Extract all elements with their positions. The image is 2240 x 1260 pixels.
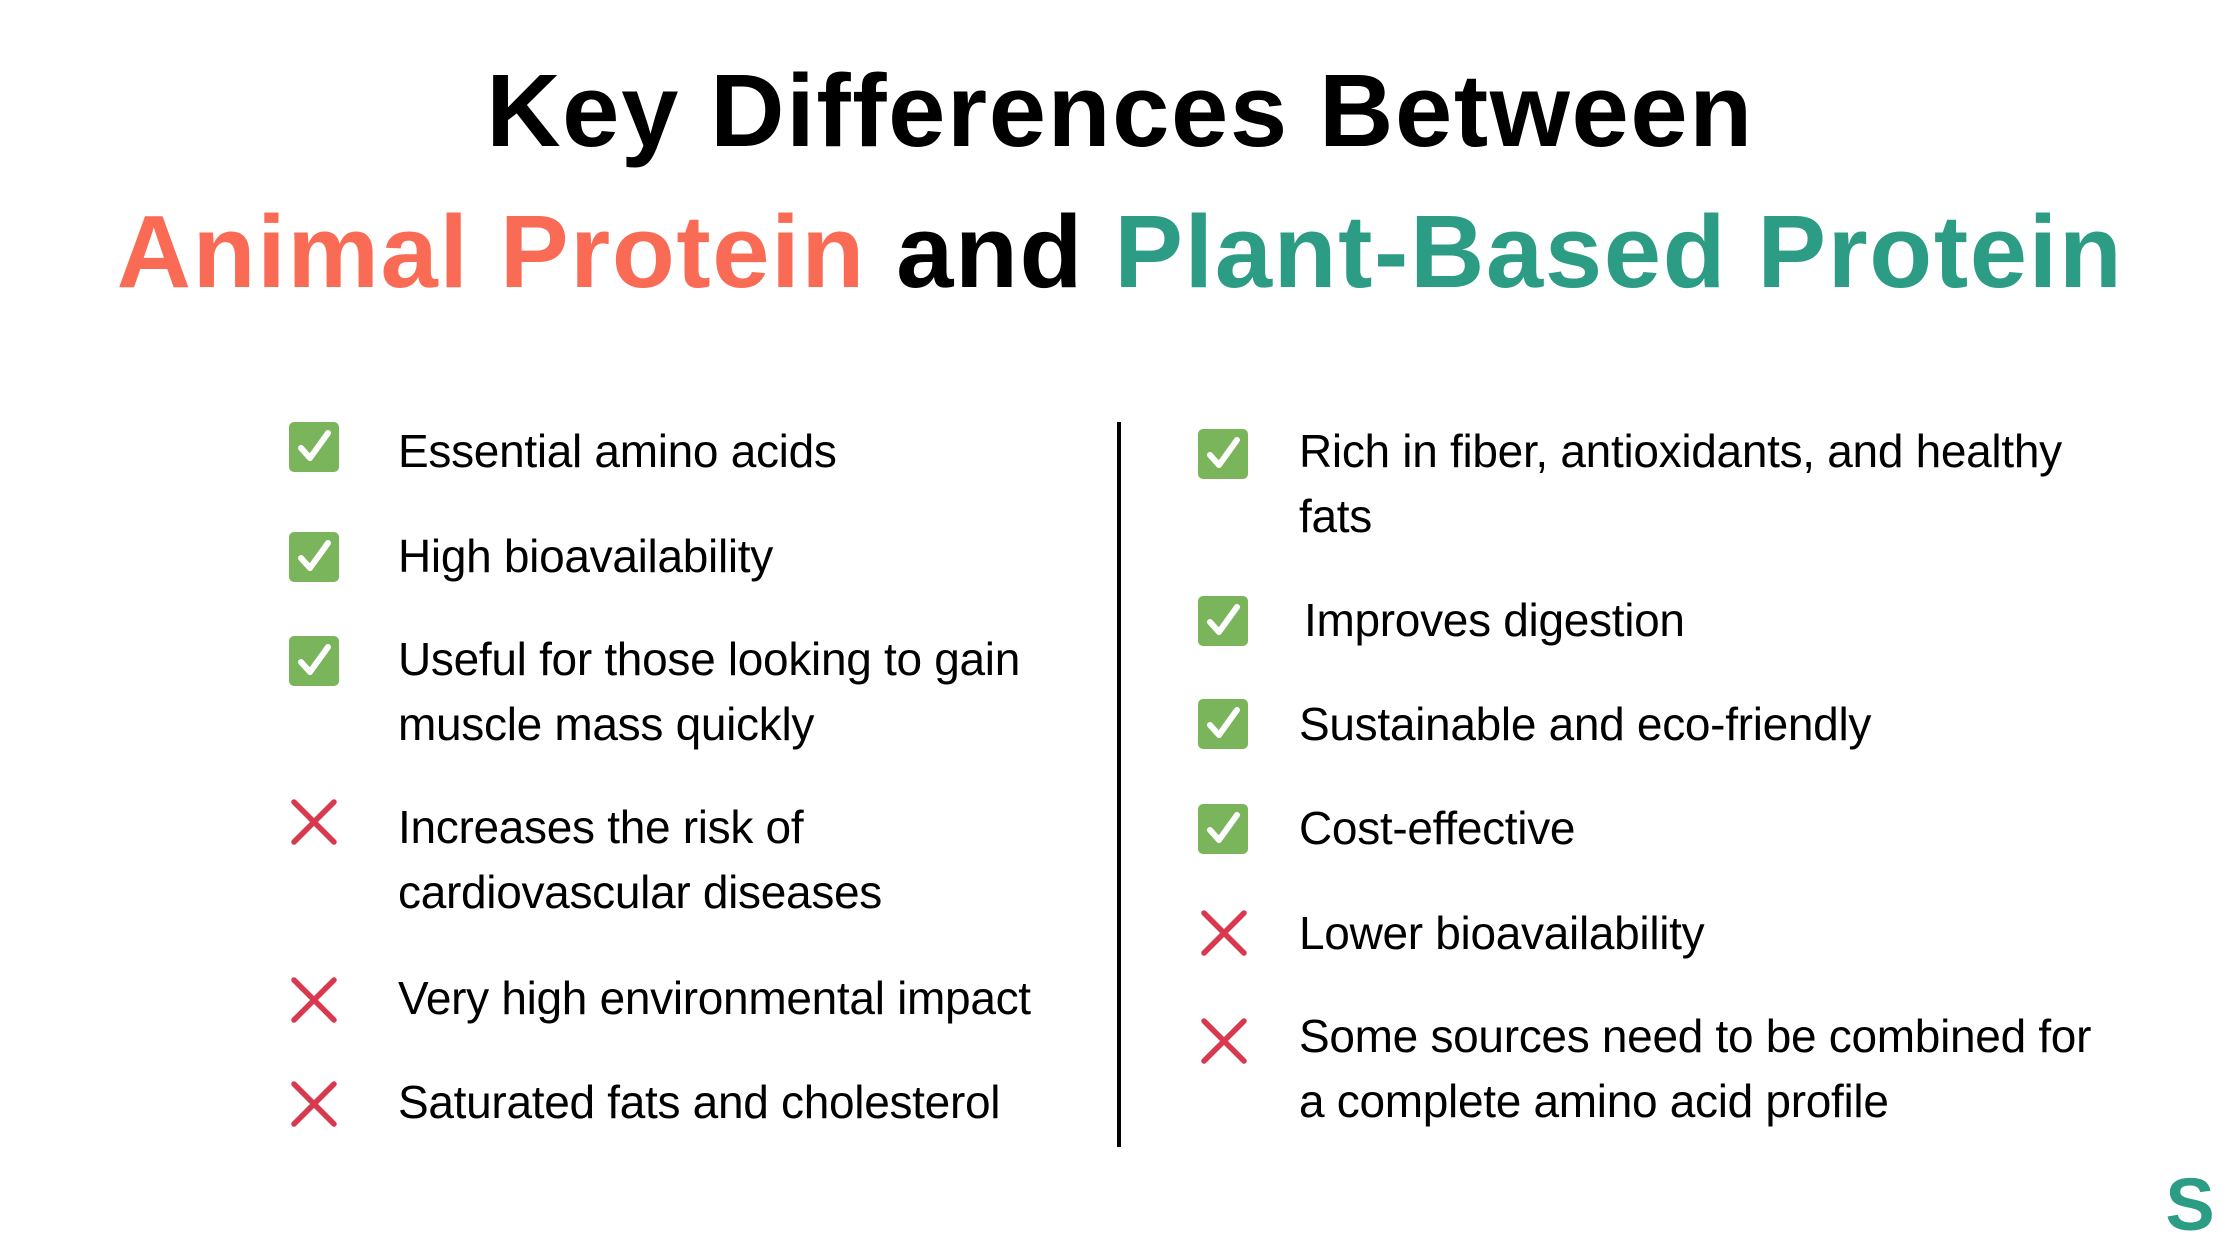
check-icon bbox=[1198, 699, 1248, 749]
x-icon bbox=[1201, 910, 1247, 956]
title-plant-protein: Plant-Based Protein bbox=[1114, 194, 2124, 309]
check-icon bbox=[1198, 804, 1248, 854]
list-item: Rich in fiber, antioxidants, and healthy… bbox=[1299, 425, 2062, 542]
list-item: High bioavailability bbox=[398, 530, 773, 582]
x-icon bbox=[291, 799, 337, 845]
list-item: Saturated fats and cholesterol bbox=[398, 1076, 1001, 1128]
x-icon bbox=[1201, 1018, 1247, 1064]
list-item: Sustainable and eco-friendly bbox=[1299, 698, 1872, 750]
list-item: Very high environmental impact bbox=[398, 972, 1031, 1024]
check-icon bbox=[1198, 429, 1248, 479]
brand-logo: S bbox=[2165, 1163, 2215, 1246]
list-item: Increases the risk of cardiovascular dis… bbox=[398, 801, 883, 918]
check-icon bbox=[1198, 596, 1248, 646]
title-and: and bbox=[865, 194, 1115, 309]
check-icon bbox=[289, 532, 339, 582]
list-item: Some sources need to be combined for a c… bbox=[1299, 1010, 2092, 1127]
list-item: Cost-effective bbox=[1299, 802, 1576, 854]
title-line-1: Key Differences Between bbox=[486, 53, 1754, 168]
list-item: Improves digestion bbox=[1304, 594, 1685, 646]
list-item: Essential amino acids bbox=[398, 425, 837, 477]
x-icon bbox=[291, 1081, 337, 1127]
list-item: Lower bioavailability bbox=[1299, 907, 1705, 959]
check-icon bbox=[289, 636, 339, 686]
title-line-2: Animal Protein and Plant-Based Protein bbox=[0, 192, 2240, 312]
list-item: Useful for those looking to gain muscle … bbox=[398, 633, 1021, 750]
x-icon bbox=[291, 977, 337, 1023]
check-icon bbox=[289, 422, 339, 472]
column-divider bbox=[1117, 422, 1121, 1147]
title-animal-protein: Animal Protein bbox=[116, 194, 866, 309]
